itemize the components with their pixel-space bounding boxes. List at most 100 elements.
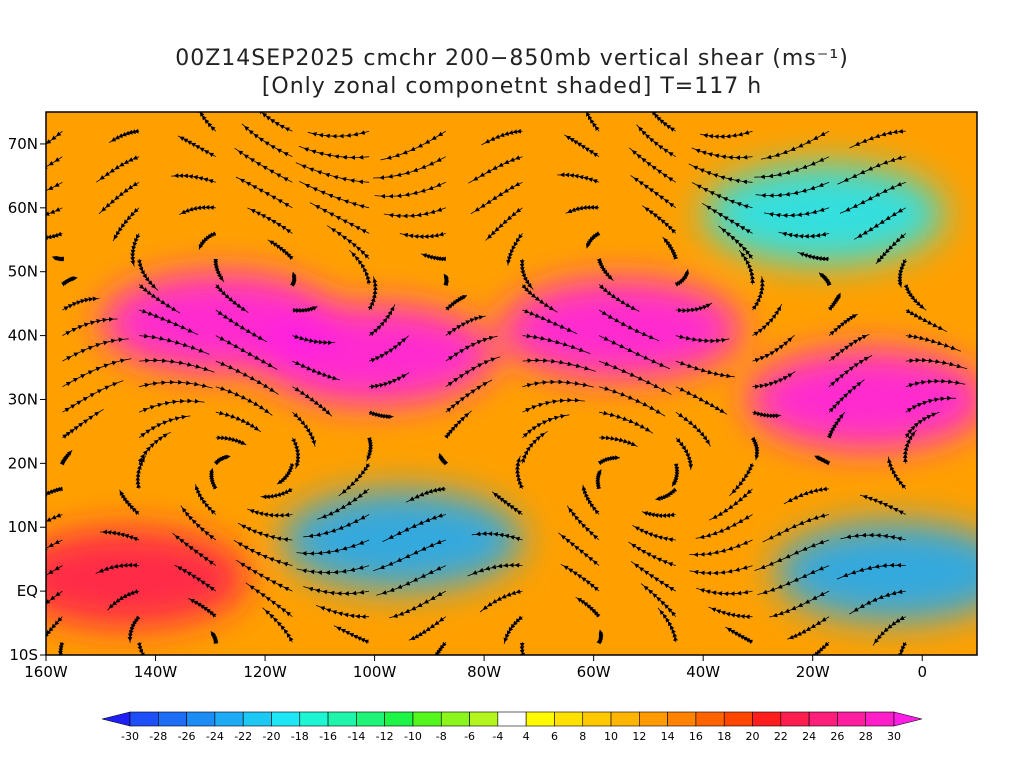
streamline-58 [754, 539, 830, 571]
streamline-23 [872, 615, 906, 646]
streamline-161 [445, 295, 468, 311]
streamline-173 [443, 273, 450, 286]
streamline-56 [632, 525, 676, 543]
lon-tick-label: 160W [24, 663, 68, 681]
streamline-61 [119, 489, 140, 516]
streamline-180 [51, 255, 64, 262]
streamline-227 [839, 181, 906, 214]
streamline-21 [708, 606, 753, 620]
colorbar-swatch [554, 711, 584, 727]
streamline-249 [699, 130, 753, 140]
shade-jet-north-america [254, 304, 495, 405]
lon-tick-label: 40W [686, 663, 720, 681]
streamline-240 [46, 130, 63, 161]
shade-jet-north-atlantic [501, 279, 742, 380]
streamline-82 [783, 486, 830, 505]
streamline-121 [139, 379, 213, 389]
streamline-39 [233, 539, 293, 567]
streamline-94 [814, 455, 831, 466]
streamline-143 [905, 357, 968, 370]
streamline-123 [292, 386, 333, 417]
streamline-231 [241, 123, 293, 158]
colorbar-swatch [639, 711, 668, 727]
streamline-166 [827, 292, 841, 311]
streamline-18 [503, 615, 523, 645]
streamline-1 [136, 642, 156, 655]
streamline-129 [752, 371, 796, 390]
colorbar: -30 -28 -26 -24 -22 -20 -18 -16 -14 -12 -10 -8 -6 -4 4… [101, 711, 923, 743]
lat-tick-label: EQ [17, 582, 38, 600]
streamline-107 [904, 411, 940, 439]
colorbar-label: 14 [661, 730, 675, 743]
streamline-192 [46, 231, 63, 241]
colorbar-label: 18 [717, 730, 731, 743]
streamline-55 [566, 505, 600, 541]
streamline-112 [368, 410, 394, 420]
streamline-19 [575, 596, 601, 618]
colorbar-label: -20 [262, 730, 280, 743]
colorbar-swatch [525, 711, 555, 727]
colorbar-label: -26 [178, 730, 196, 743]
colorbar-swatch [129, 711, 159, 727]
colorbar-label: 30 [887, 730, 901, 743]
colorbar-label: -14 [347, 730, 365, 743]
streamline-174 [521, 284, 558, 313]
streamline-66 [491, 491, 523, 516]
lon-tick-label: 140W [134, 663, 178, 681]
streamline-165 [751, 276, 765, 311]
streamline-96 [62, 408, 104, 439]
colorbar-swatch [186, 711, 216, 727]
streamline-70 [762, 513, 830, 543]
streamline-89 [438, 452, 449, 466]
streamline-28 [303, 586, 370, 596]
streamline-149 [445, 315, 486, 336]
streamline-202 [778, 231, 830, 239]
streamline-242 [194, 112, 217, 132]
chart-subtitle: [Only zonal componetnt shaded] T=117 h [261, 74, 763, 99]
lat-tick-label: 20N [8, 454, 38, 472]
colorbar-swatch [440, 711, 470, 727]
streamline-224 [629, 147, 677, 183]
colorbar-label: -30 [121, 730, 139, 743]
streamline-223 [557, 172, 600, 184]
streamline-183 [267, 239, 294, 261]
streamline-37 [95, 562, 140, 574]
colorbar-label: 28 [859, 730, 873, 743]
streamline-135 [292, 360, 341, 381]
streamline-213 [691, 182, 753, 209]
lon-tick-label: 60W [577, 663, 611, 681]
streamline-191 [897, 258, 908, 288]
streamline-185 [420, 253, 446, 262]
streamline-4 [333, 625, 370, 645]
streamline-76 [317, 488, 370, 520]
streamline-246 [481, 128, 523, 146]
streamline-251 [849, 128, 906, 149]
streamline-11 [897, 642, 908, 655]
colorbar-label: -22 [234, 730, 252, 743]
streamline-133 [139, 357, 215, 373]
lat-tick-label: 10N [8, 518, 38, 536]
streamline-182 [213, 258, 225, 283]
streamline-109 [138, 398, 205, 413]
streamline-138 [522, 357, 596, 372]
streamline-31 [560, 563, 600, 592]
streamline-154 [828, 313, 858, 336]
streamline-144 [62, 316, 118, 336]
streamline-6 [519, 642, 532, 655]
colorbar-label: -10 [404, 730, 422, 743]
streamline-119 [905, 395, 956, 413]
streamline-206 [179, 204, 216, 215]
colorbar-swatch [752, 711, 782, 727]
colorbar-swatch [610, 711, 640, 727]
streamline-250 [760, 130, 830, 160]
streamline-244 [307, 130, 370, 139]
streamline-124 [369, 372, 410, 390]
streamline-16 [315, 605, 370, 620]
streamline-46 [757, 565, 830, 595]
streamline-155 [905, 333, 962, 352]
colorbar-swatch [299, 711, 329, 727]
streamline-221 [374, 181, 446, 199]
colorbar-swatch [327, 711, 357, 727]
streamline-126 [522, 379, 594, 388]
streamline-83 [887, 456, 907, 490]
